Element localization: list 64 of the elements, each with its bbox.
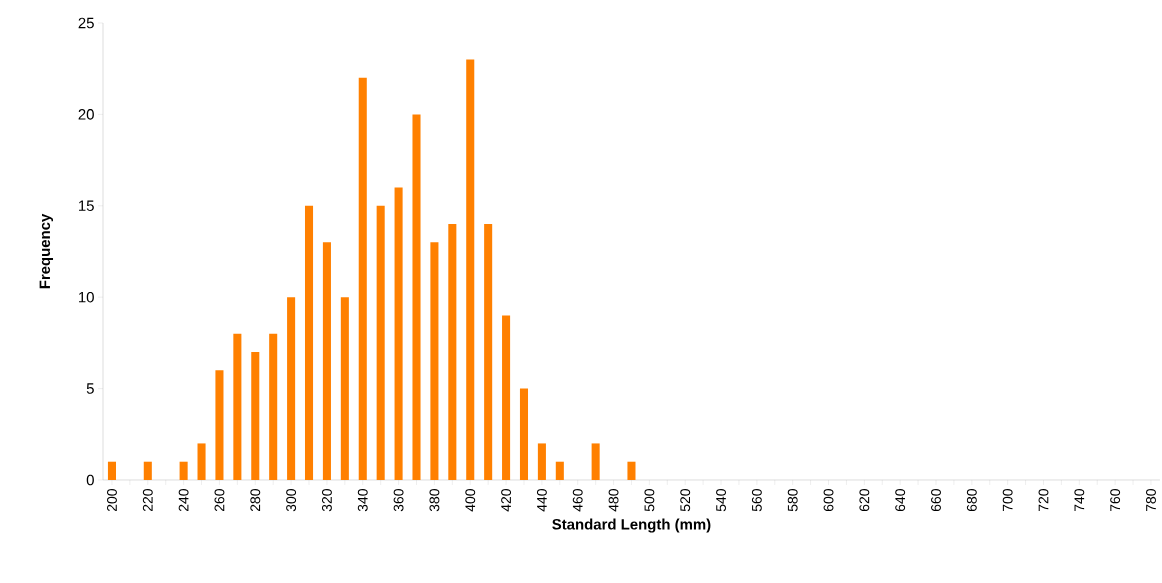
bar: [394, 187, 403, 480]
y-tick-label: 10: [79, 291, 94, 303]
x-tick-label: 200: [107, 489, 117, 512]
bar: [627, 461, 636, 480]
x-tick-label: 260: [214, 489, 225, 512]
bar: [376, 205, 385, 480]
bar: [287, 297, 296, 480]
y-tick-label: 5: [86, 383, 94, 394]
bar: [304, 205, 314, 480]
x-tick-label: 400: [465, 489, 476, 512]
x-tick-label: 440: [536, 489, 547, 512]
x-tick-label: 360: [393, 489, 404, 512]
bar: [358, 77, 367, 480]
x-tick-label: 480: [608, 489, 619, 512]
bar: [430, 242, 439, 480]
bar: [107, 461, 116, 480]
x-tick-label: 620: [859, 489, 870, 512]
bar: [555, 461, 564, 480]
x-tick-label: 420: [501, 489, 512, 512]
bar: [591, 443, 600, 480]
bar: [233, 333, 242, 480]
x-tick-label: 540: [716, 489, 726, 512]
x-tick-label: 340: [357, 489, 368, 512]
x-axis-title: Standard Length (mm): [552, 518, 711, 533]
bar: [340, 297, 349, 480]
x-tick-label: 220: [142, 489, 153, 512]
bar: [179, 461, 188, 480]
x-tick-label: 560: [751, 489, 762, 512]
bar: [143, 461, 152, 480]
x-tick-label: 660: [931, 489, 941, 512]
bar: [322, 242, 331, 480]
bar: [251, 352, 260, 480]
x-tick-label: 380: [429, 489, 440, 512]
bar: [537, 443, 546, 480]
x-tick-label: 740: [1074, 489, 1085, 512]
y-tick-label: 15: [79, 200, 94, 211]
x-tick-label: 600: [823, 489, 834, 512]
bar: [215, 370, 224, 480]
bar: [502, 315, 511, 480]
bar: [197, 443, 206, 480]
x-tick-label: 700: [1002, 489, 1013, 512]
x-tick-label: 640: [895, 489, 906, 512]
bar: [412, 114, 421, 480]
x-tick-label: 720: [1038, 489, 1049, 512]
bar: [448, 224, 457, 480]
x-tick-label: 680: [966, 489, 977, 512]
y-axis-title: Frequency: [39, 213, 54, 289]
bar: [466, 59, 475, 480]
x-tick-label: 240: [178, 489, 189, 512]
x-tick-label: 320: [321, 489, 332, 512]
x-tick-label: 760: [1110, 489, 1121, 512]
x-tick-label: 280: [250, 489, 261, 512]
x-tick-label: 780: [1146, 489, 1156, 512]
bar: [484, 224, 493, 480]
y-tick-label: 20: [78, 109, 94, 120]
x-tick-label: 500: [644, 489, 655, 512]
y-tick-label: 25: [78, 17, 94, 29]
x-tick-label: 520: [680, 489, 691, 512]
y-tick-label: 0: [86, 474, 94, 486]
x-tick-label: 300: [286, 489, 297, 512]
x-tick-label: 580: [787, 489, 798, 512]
x-tick-label: 460: [572, 489, 583, 512]
bar: [519, 388, 529, 480]
bar: [269, 333, 278, 480]
